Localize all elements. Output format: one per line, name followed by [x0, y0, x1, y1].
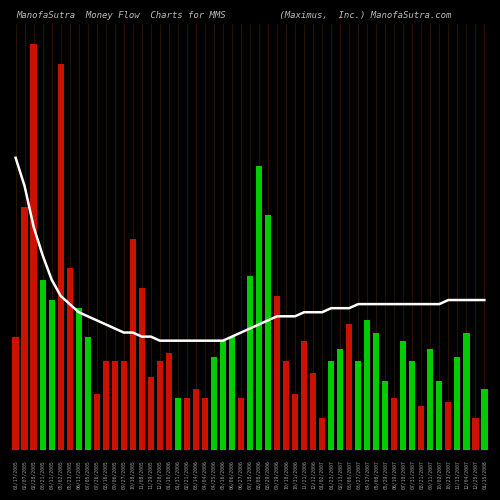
- Bar: [193, 390, 199, 450]
- Bar: [418, 406, 424, 450]
- Bar: [174, 398, 181, 450]
- Bar: [319, 418, 326, 450]
- Bar: [22, 206, 28, 450]
- Bar: [382, 382, 388, 450]
- Bar: [481, 390, 488, 450]
- Bar: [436, 382, 442, 450]
- Bar: [120, 361, 127, 450]
- Bar: [400, 340, 406, 450]
- Bar: [112, 361, 118, 450]
- Bar: [102, 361, 109, 450]
- Bar: [184, 398, 190, 450]
- Bar: [166, 353, 172, 450]
- Bar: [427, 349, 434, 450]
- Bar: [301, 340, 307, 450]
- Text: ManofaSutra  Money Flow  Charts for MMS          (Maximus,  Inc.) ManofaSutra.co: ManofaSutra Money Flow Charts for MMS (M…: [16, 11, 452, 20]
- Bar: [40, 280, 46, 450]
- Bar: [292, 394, 298, 450]
- Bar: [472, 418, 478, 450]
- Bar: [12, 336, 19, 450]
- Bar: [238, 398, 244, 450]
- Bar: [148, 378, 154, 450]
- Bar: [310, 373, 316, 450]
- Bar: [76, 308, 82, 450]
- Bar: [445, 402, 452, 450]
- Bar: [156, 361, 163, 450]
- Bar: [454, 357, 460, 450]
- Bar: [328, 361, 334, 450]
- Bar: [409, 361, 416, 450]
- Bar: [202, 398, 208, 450]
- Bar: [391, 398, 398, 450]
- Bar: [66, 268, 73, 450]
- Bar: [211, 357, 217, 450]
- Bar: [220, 340, 226, 450]
- Bar: [364, 320, 370, 450]
- Bar: [247, 276, 253, 450]
- Bar: [373, 332, 380, 450]
- Bar: [229, 336, 235, 450]
- Bar: [94, 394, 100, 450]
- Bar: [463, 332, 469, 450]
- Bar: [274, 296, 280, 450]
- Bar: [48, 300, 55, 450]
- Bar: [283, 361, 289, 450]
- Bar: [337, 349, 344, 450]
- Bar: [58, 64, 64, 450]
- Bar: [84, 336, 91, 450]
- Bar: [355, 361, 362, 450]
- Bar: [138, 288, 145, 450]
- Bar: [30, 44, 37, 450]
- Bar: [346, 324, 352, 450]
- Bar: [256, 166, 262, 450]
- Bar: [265, 214, 271, 450]
- Bar: [130, 239, 136, 450]
